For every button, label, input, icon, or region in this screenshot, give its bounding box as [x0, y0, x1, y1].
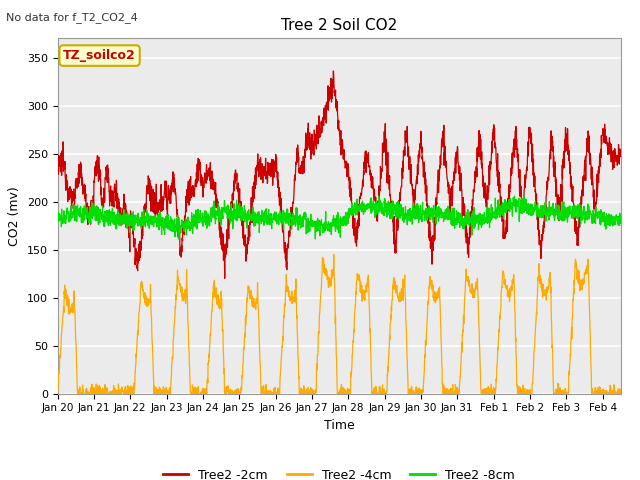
- Title: Tree 2 Soil CO2: Tree 2 Soil CO2: [281, 18, 397, 33]
- Y-axis label: CO2 (mv): CO2 (mv): [8, 186, 21, 246]
- X-axis label: Time: Time: [324, 419, 355, 432]
- Text: TZ_soilco2: TZ_soilco2: [63, 49, 136, 62]
- Legend: Tree2 -2cm, Tree2 -4cm, Tree2 -8cm: Tree2 -2cm, Tree2 -4cm, Tree2 -8cm: [159, 464, 520, 480]
- Text: No data for f_T2_CO2_4: No data for f_T2_CO2_4: [6, 12, 138, 23]
